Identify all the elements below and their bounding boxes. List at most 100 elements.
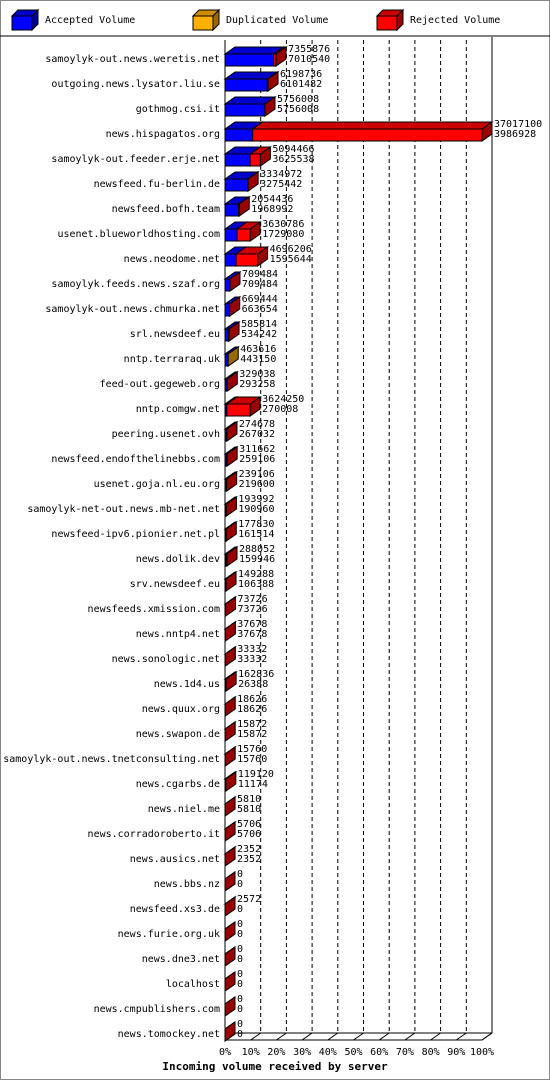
x-tick-label: 20% xyxy=(267,1047,285,1058)
y-tick-label: newsfeed.bofh.team xyxy=(112,204,220,215)
value-label: 0 xyxy=(237,994,243,1005)
value-label: 73726 xyxy=(238,594,268,605)
bar-excess-side xyxy=(224,621,236,642)
value-label: 0 xyxy=(237,919,243,930)
bar-excess-side xyxy=(225,521,237,542)
value-label: 4696206 xyxy=(270,244,312,255)
y-tick-label: usenet.blueworldhosting.com xyxy=(57,229,220,240)
value-label: 0 xyxy=(237,869,243,880)
value-label: 663654 xyxy=(242,304,278,315)
value-label: 0 xyxy=(237,1029,243,1040)
bar-excess-side xyxy=(225,571,237,592)
bar-excess-side xyxy=(224,946,236,967)
bar-excess-side xyxy=(229,296,241,317)
legend-label: Duplicated Volume xyxy=(226,15,328,26)
y-tick-label: news.furie.org.uk xyxy=(118,929,220,940)
value-label: 669444 xyxy=(242,294,278,305)
value-label: 119120 xyxy=(238,769,274,780)
bar-excess-top xyxy=(251,121,494,130)
bar-excess-side xyxy=(228,321,240,342)
value-label: 0 xyxy=(237,929,243,940)
bar-accepted xyxy=(224,303,231,317)
value-label: 1729080 xyxy=(262,229,304,240)
value-label: 26388 xyxy=(238,679,268,690)
tick-mark xyxy=(378,1032,390,1041)
y-tick-label: news.neodome.net xyxy=(124,254,220,265)
value-label: 534242 xyxy=(241,329,277,340)
value-label: 585814 xyxy=(241,319,277,330)
bar-excess xyxy=(226,403,251,417)
value-label: 1595644 xyxy=(270,254,312,265)
value-label: 5756008 xyxy=(277,94,319,105)
y-tick-label: nntp.terraraq.uk xyxy=(124,354,220,365)
legend-swatch xyxy=(192,15,214,31)
bar-excess-side xyxy=(238,196,250,217)
y-tick-label: samoylyk-out.news.weretis.net xyxy=(45,54,220,65)
value-label: 0 xyxy=(237,969,243,980)
value-label: 2352 xyxy=(237,844,261,855)
value-label: 239106 xyxy=(239,469,275,480)
bar-accepted xyxy=(224,128,254,142)
value-label: 288052 xyxy=(239,544,275,555)
bar-excess-side xyxy=(481,121,493,142)
bar-excess-side xyxy=(224,996,236,1017)
bar-excess-side xyxy=(249,396,261,417)
legend-swatch xyxy=(376,15,398,31)
value-label: 162836 xyxy=(238,669,274,680)
value-label: 311662 xyxy=(239,444,275,455)
x-tick-label: 50% xyxy=(344,1047,362,1058)
y-tick-label: newsfeed-ipv6.pionier.net.pl xyxy=(51,529,220,540)
value-label: 443150 xyxy=(240,354,276,365)
bar-excess-side xyxy=(249,221,261,242)
bar-excess-side xyxy=(229,271,241,292)
x-tick-label: 40% xyxy=(319,1047,337,1058)
y-tick-label: news.corradoroberto.it xyxy=(88,829,220,840)
y-tick-label: newsfeed.endofthelinebbs.com xyxy=(51,454,220,465)
value-label: 5756008 xyxy=(277,104,319,115)
bar-excess-side xyxy=(224,846,236,867)
bar-excess-side xyxy=(267,71,279,92)
bar-excess-side xyxy=(259,146,271,167)
value-label: 0 xyxy=(237,979,243,990)
bar-accepted xyxy=(224,178,249,192)
bar-accepted xyxy=(224,253,237,267)
y-tick-label: samoylyk-out.news.tnetconsulting.net xyxy=(3,754,220,765)
value-label: 6101482 xyxy=(280,79,322,90)
value-label: 106388 xyxy=(238,579,274,590)
bar-excess-side xyxy=(224,821,236,842)
value-label: 3986928 xyxy=(494,129,536,140)
value-label: 177830 xyxy=(238,519,274,530)
value-label: 2352 xyxy=(237,854,261,865)
tick-mark xyxy=(430,1032,441,1041)
y-tick-label: samoylyk.feeds.news.szaf.org xyxy=(51,279,220,290)
value-label: 11174 xyxy=(238,779,268,790)
bar-excess-side xyxy=(224,1021,236,1042)
y-tick-label: newsfeed.xs3.de xyxy=(130,904,220,915)
value-label: 3275442 xyxy=(260,179,302,190)
value-label: 0 xyxy=(237,954,243,965)
value-label: 0 xyxy=(237,1019,243,1030)
value-label: 3334972 xyxy=(260,169,302,180)
value-label: 193992 xyxy=(238,494,274,505)
value-label: 270008 xyxy=(262,404,298,415)
y-tick-label: newsfeeds.xmission.com xyxy=(88,604,220,615)
y-tick-label: news.quux.org xyxy=(142,704,220,715)
value-label: 15760 xyxy=(237,744,267,755)
bar-excess-side xyxy=(224,796,236,817)
value-label: 37017100 xyxy=(494,119,542,130)
value-label: 3630786 xyxy=(262,219,304,230)
value-label: 161514 xyxy=(238,529,274,540)
value-label: 0 xyxy=(237,904,243,915)
chart-title: Incoming volume received by server xyxy=(162,1060,388,1073)
value-label: 3625538 xyxy=(272,154,314,165)
y-tick-label: news.cgarbs.de xyxy=(136,779,220,790)
bar-excess-side xyxy=(224,921,236,942)
value-label: 15760 xyxy=(237,754,267,765)
y-tick-label: srl.newsdeef.eu xyxy=(130,329,220,340)
bar-excess-side xyxy=(225,771,237,792)
bar-excess-side xyxy=(224,896,236,917)
bar-excess-side xyxy=(227,346,239,367)
value-label: 463616 xyxy=(240,344,276,355)
x-tick-label: 30% xyxy=(293,1047,311,1058)
bar-excess-side xyxy=(225,596,237,617)
